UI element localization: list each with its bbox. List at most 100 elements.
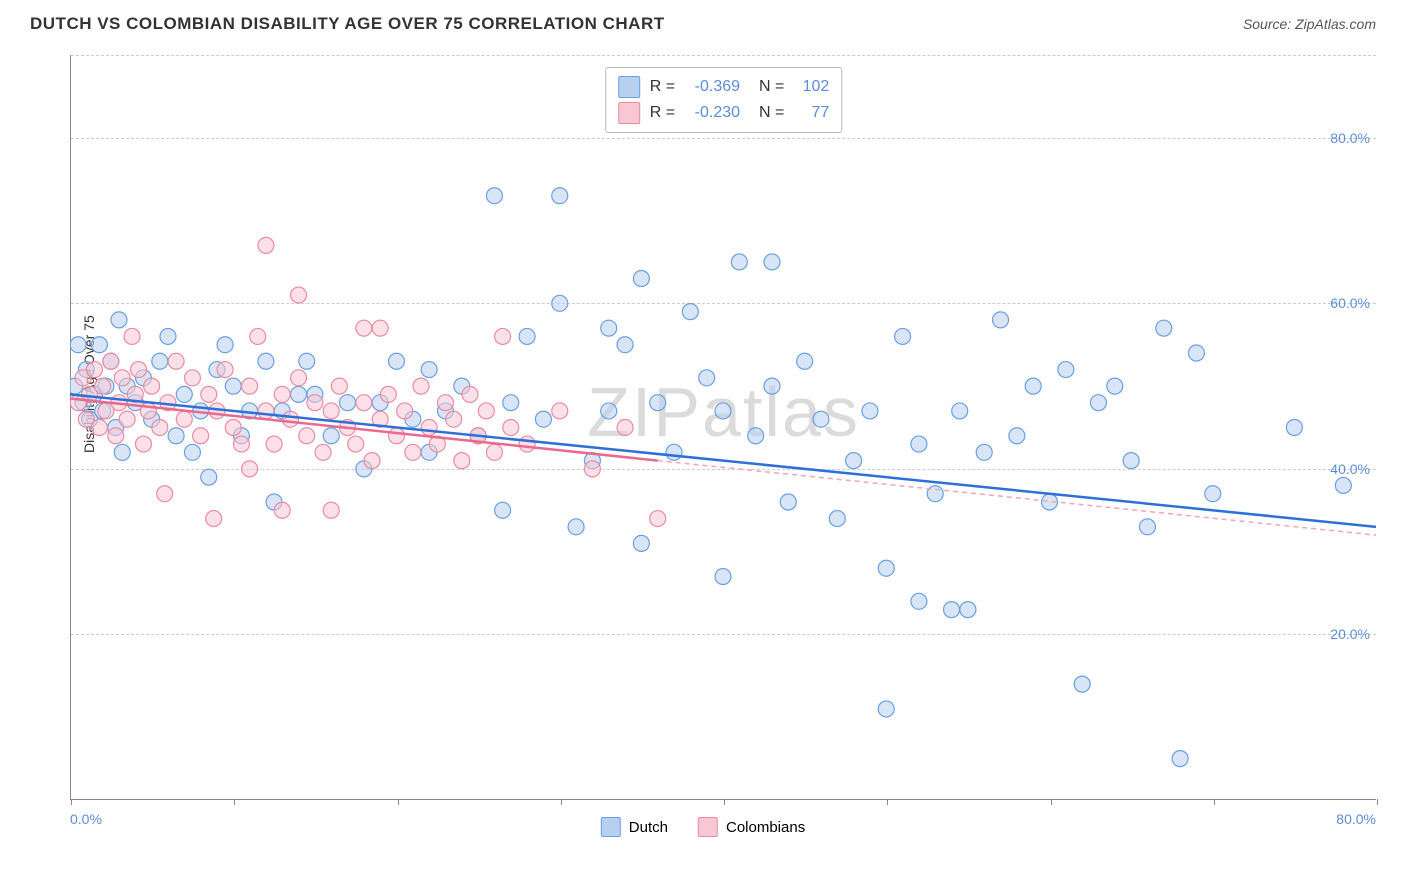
scatter-point-colombians	[519, 436, 535, 452]
scatter-point-dutch	[1172, 751, 1188, 767]
scatter-point-dutch	[389, 353, 405, 369]
scatter-point-colombians	[323, 502, 339, 518]
scatter-point-colombians	[201, 386, 217, 402]
scatter-point-colombians	[356, 395, 372, 411]
scatter-point-colombians	[299, 428, 315, 444]
scatter-point-dutch	[633, 271, 649, 287]
scatter-point-dutch	[944, 602, 960, 618]
scatter-point-colombians	[413, 378, 429, 394]
scatter-point-colombians	[323, 403, 339, 419]
scatter-point-dutch	[421, 362, 437, 378]
plot-area: Disability Age Over 75 20.0%40.0%60.0%80…	[30, 45, 1376, 845]
scatter-point-colombians	[274, 386, 290, 402]
scatter-point-colombians	[119, 411, 135, 427]
scatter-point-colombians	[258, 237, 274, 253]
scatter-point-colombians	[250, 328, 266, 344]
scatter-point-dutch	[878, 701, 894, 717]
scatter-point-colombians	[144, 378, 160, 394]
scatter-point-colombians	[242, 378, 258, 394]
scatter-point-dutch	[152, 353, 168, 369]
scatter-point-dutch	[911, 436, 927, 452]
scatter-point-dutch	[682, 304, 698, 320]
scatter-point-colombians	[233, 436, 249, 452]
scatter-point-dutch	[519, 328, 535, 344]
scatter-point-dutch	[70, 337, 86, 353]
scatter-point-dutch	[1286, 420, 1302, 436]
scatter-point-dutch	[617, 337, 633, 353]
legend-swatch	[698, 817, 718, 837]
scatter-point-colombians	[206, 511, 222, 527]
scatter-point-colombians	[454, 453, 470, 469]
scatter-point-dutch	[960, 602, 976, 618]
trendline-dash-colombians	[658, 461, 1376, 535]
scatter-point-colombians	[364, 453, 380, 469]
scatter-point-dutch	[291, 386, 307, 402]
scatter-point-colombians	[124, 328, 140, 344]
scatter-point-colombians	[356, 320, 372, 336]
scatter-point-dutch	[1139, 519, 1155, 535]
scatter-point-colombians	[217, 362, 233, 378]
scatter-point-dutch	[535, 411, 551, 427]
scatter-point-dutch	[878, 560, 894, 576]
scatter-point-dutch	[552, 295, 568, 311]
scatter-point-dutch	[895, 328, 911, 344]
scatter-point-dutch	[1156, 320, 1172, 336]
scatter-point-colombians	[108, 428, 124, 444]
scatter-point-dutch	[225, 378, 241, 394]
chart-container: DUTCH VS COLOMBIAN DISABILITY AGE OVER 7…	[0, 0, 1406, 892]
scatter-point-colombians	[176, 411, 192, 427]
scatter-point-colombians	[462, 386, 478, 402]
legend-item: Dutch	[601, 817, 668, 837]
scatter-point-colombians	[486, 444, 502, 460]
legend-label: Dutch	[629, 819, 668, 836]
scatter-point-dutch	[1009, 428, 1025, 444]
scatter-point-dutch	[780, 494, 796, 510]
scatter-point-dutch	[797, 353, 813, 369]
scatter-point-colombians	[307, 395, 323, 411]
scatter-point-colombians	[348, 436, 364, 452]
scatter-point-colombians	[421, 420, 437, 436]
scatter-point-dutch	[715, 569, 731, 585]
scatter-point-dutch	[114, 444, 130, 460]
scatter-point-colombians	[91, 420, 107, 436]
scatter-point-dutch	[601, 403, 617, 419]
scatter-point-dutch	[503, 395, 519, 411]
scatter-point-colombians	[258, 403, 274, 419]
source-label: Source: ZipAtlas.com	[1243, 16, 1376, 32]
scatter-point-dutch	[323, 428, 339, 444]
scatter-point-colombians	[372, 320, 388, 336]
scatter-point-colombians	[389, 428, 405, 444]
scatter-svg	[70, 55, 1376, 800]
scatter-point-dutch	[201, 469, 217, 485]
scatter-point-colombians	[617, 420, 633, 436]
scatter-point-colombians	[495, 328, 511, 344]
scatter-point-dutch	[650, 395, 666, 411]
scatter-point-colombians	[291, 370, 307, 386]
scatter-point-dutch	[1074, 676, 1090, 692]
scatter-point-dutch	[486, 188, 502, 204]
scatter-point-colombians	[242, 461, 258, 477]
scatter-point-dutch	[666, 444, 682, 460]
scatter-point-dutch	[976, 444, 992, 460]
scatter-point-colombians	[291, 287, 307, 303]
scatter-point-dutch	[813, 411, 829, 427]
scatter-point-dutch	[568, 519, 584, 535]
scatter-point-colombians	[114, 370, 130, 386]
scatter-point-colombians	[397, 403, 413, 419]
scatter-point-colombians	[405, 444, 421, 460]
scatter-point-dutch	[91, 337, 107, 353]
scatter-point-colombians	[135, 436, 151, 452]
scatter-point-dutch	[1188, 345, 1204, 361]
scatter-point-colombians	[437, 395, 453, 411]
scatter-point-dutch	[217, 337, 233, 353]
scatter-point-dutch	[184, 444, 200, 460]
scatter-point-dutch	[160, 328, 176, 344]
scatter-point-dutch	[601, 320, 617, 336]
scatter-point-dutch	[168, 428, 184, 444]
scatter-point-colombians	[380, 386, 396, 402]
header: DUTCH VS COLOMBIAN DISABILITY AGE OVER 7…	[0, 0, 1406, 40]
scatter-point-colombians	[331, 378, 347, 394]
scatter-point-colombians	[266, 436, 282, 452]
scatter-point-dutch	[764, 378, 780, 394]
scatter-point-dutch	[862, 403, 878, 419]
